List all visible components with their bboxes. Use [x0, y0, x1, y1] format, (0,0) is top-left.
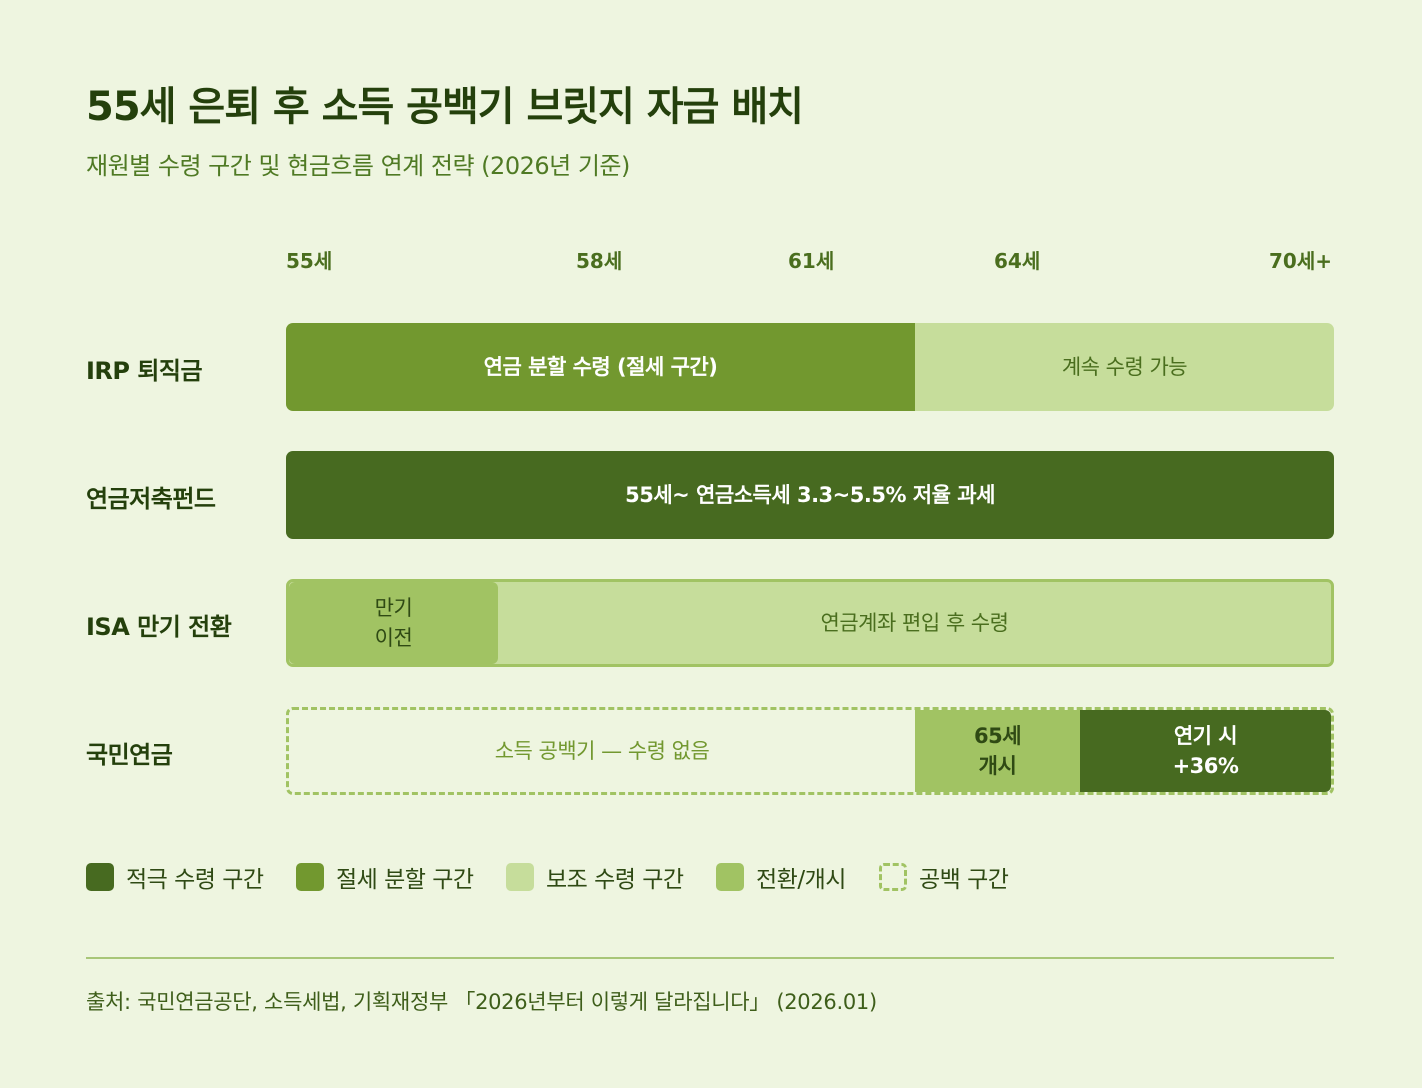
page-title: 55세 은퇴 후 소득 공백기 브릿지 자금 배치	[86, 84, 804, 130]
age-tick-58: 58세	[576, 249, 623, 273]
age-tick-70-plus: 70세+	[1269, 249, 1332, 273]
isa-pre-maturity-segment: 만기 이전	[289, 582, 498, 664]
age-tick-55: 55세	[286, 249, 333, 273]
legend-label: 공백 구간	[919, 867, 1009, 893]
legend-item-active: 적극 수령 구간	[86, 860, 264, 894]
legend-swatch-dashed	[879, 863, 907, 891]
legend-swatch-mid	[296, 863, 324, 891]
legend-label: 전환/개시	[756, 867, 846, 893]
age-tick-64: 64세	[994, 249, 1041, 273]
income-gap-segment: 소득 공백기 — 수령 없음	[494, 738, 710, 763]
row-label-irp: IRP 퇴직금	[86, 357, 203, 385]
pension-deferral-segment: 연기 시 +36%	[1080, 710, 1331, 792]
legend-item-transition: 전환/개시	[716, 860, 846, 894]
legend-label: 적극 수령 구간	[126, 867, 264, 893]
legend-label: 보조 수령 구간	[546, 867, 684, 893]
row-label-isa: ISA 만기 전환	[86, 613, 232, 641]
irp-continue-segment: 계속 수령 가능	[915, 323, 1334, 411]
legend-swatch-pale	[506, 863, 534, 891]
legend-label: 절세 분할 구간	[336, 867, 474, 893]
row-label-national-pension: 국민연금	[86, 741, 173, 769]
row-label-pension-fund: 연금저축펀드	[86, 485, 216, 513]
pension-fund-segment: 55세~ 연금소득세 3.3~5.5% 저율 과세	[286, 451, 1334, 539]
irp-split-segment: 연금 분할 수령 (절세 구간)	[286, 323, 915, 411]
legend-swatch-dark	[86, 863, 114, 891]
legend-item-supplementary: 보조 수령 구간	[506, 860, 684, 894]
national-pension-gap-bar	[286, 707, 1334, 795]
source-note: 출처: 국민연금공단, 소득세법, 기획재정부 「2026년부터 이렇게 달라집…	[86, 990, 877, 1014]
legend-item-gap: 공백 구간	[879, 860, 1009, 894]
age-tick-61: 61세	[788, 249, 835, 273]
pension-start-segment: 65세 개시	[915, 710, 1080, 792]
legend-item-tax-split: 절세 분할 구간	[296, 860, 474, 894]
legend-swatch-transition	[716, 863, 744, 891]
page-subtitle: 재원별 수령 구간 및 현금흐름 연계 전략 (2026년 기준)	[86, 152, 630, 180]
divider	[86, 957, 1334, 959]
isa-pension-transfer-segment: 연금계좌 편입 후 수령	[820, 610, 1009, 635]
